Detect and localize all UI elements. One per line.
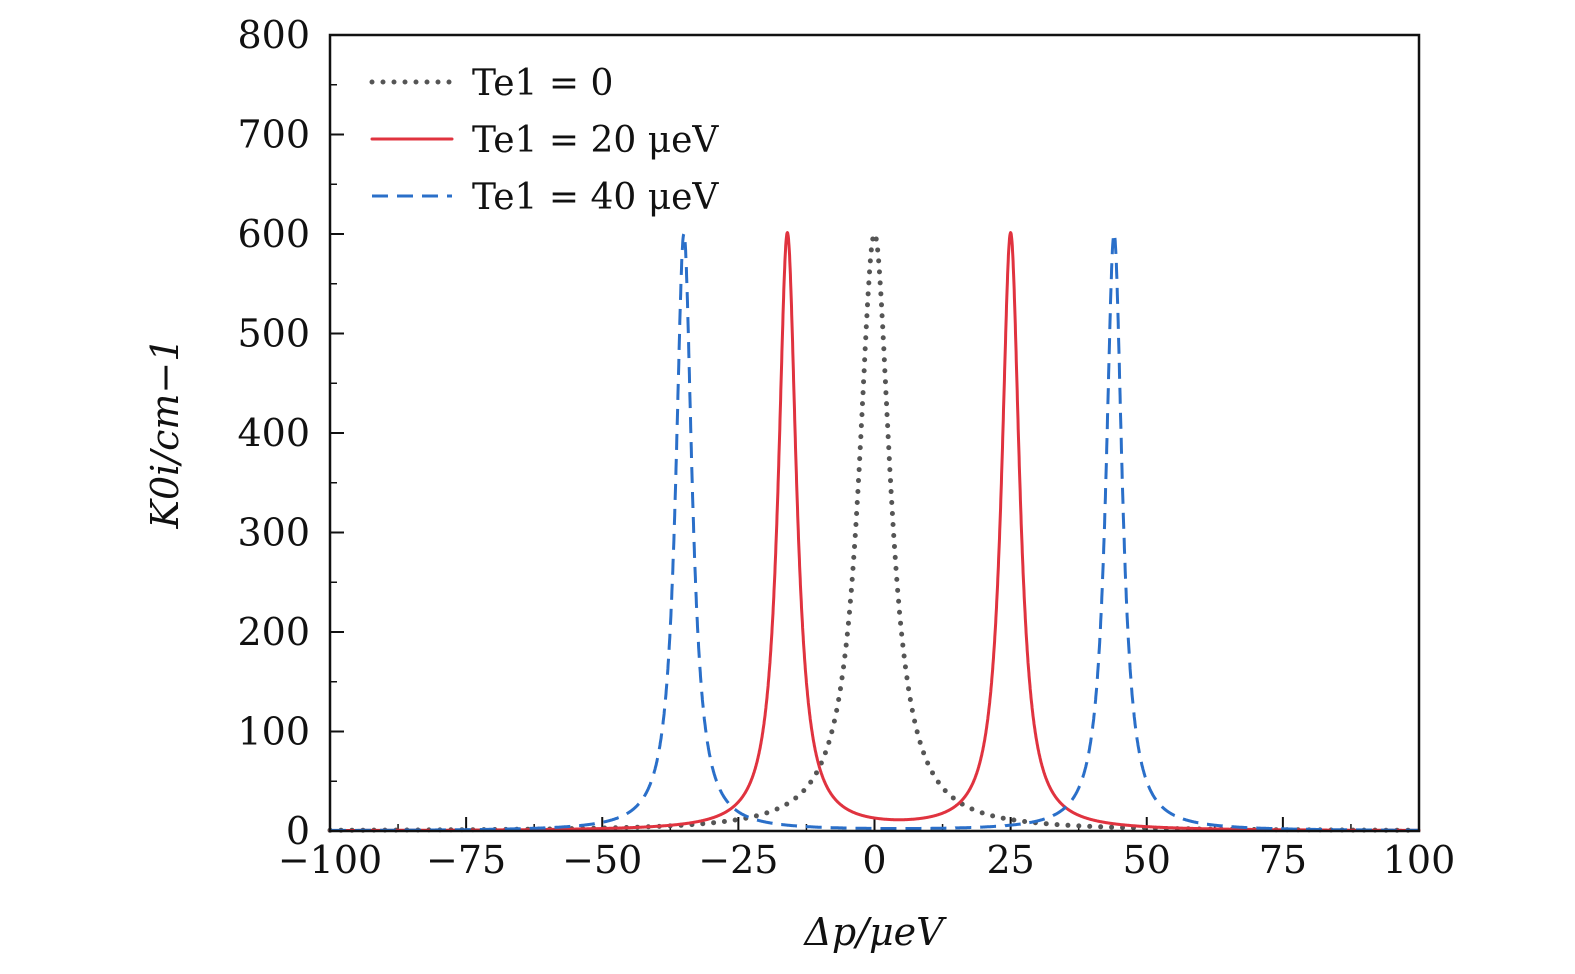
y-tick-label: 300 — [237, 511, 310, 555]
legend: Te1 = 0 Te1 = 20 μeV Te1 = 40 μeV — [369, 63, 719, 218]
x-tick-label: −75 — [426, 838, 506, 882]
series-line — [327, 231, 1422, 833]
legend-label: Te1 = 40 μeV — [472, 177, 719, 218]
x-tick-label: 25 — [986, 838, 1034, 882]
series-layer — [327, 231, 1422, 833]
y-tick-label: 200 — [237, 610, 310, 654]
x-tick-label: −50 — [562, 838, 642, 882]
series-line — [328, 231, 1421, 832]
x-tick-label: 50 — [1123, 838, 1171, 882]
ticks-layer: −100 −75 −50 −25 0 25 50 75 100 0 100 200 300 400 500 6… — [237, 13, 1455, 882]
x-tick-label: −100 — [278, 838, 382, 882]
x-tick-label: 75 — [1259, 838, 1307, 882]
plot-frame — [328, 33, 1421, 833]
legend-label: Te1 = 20 μeV — [472, 120, 719, 161]
y-tick-label: 100 — [237, 710, 310, 754]
x-tick-label: 100 — [1383, 838, 1456, 882]
series-line — [328, 232, 1421, 832]
y-axis-title: K0i/cm−1 — [143, 338, 187, 530]
y-tick-label: 600 — [237, 212, 310, 256]
x-tick-label: 0 — [862, 838, 886, 882]
x-tick-label: −25 — [698, 838, 778, 882]
y-tick-label: 800 — [237, 13, 310, 57]
y-tick-label: 0 — [286, 809, 310, 853]
y-tick-label: 400 — [237, 411, 310, 455]
y-tick-label: 500 — [237, 312, 310, 356]
legend-label: Te1 = 0 — [472, 63, 613, 104]
y-tick-label: 700 — [237, 113, 310, 157]
x-axis-title: Δp/μeV — [802, 910, 947, 954]
